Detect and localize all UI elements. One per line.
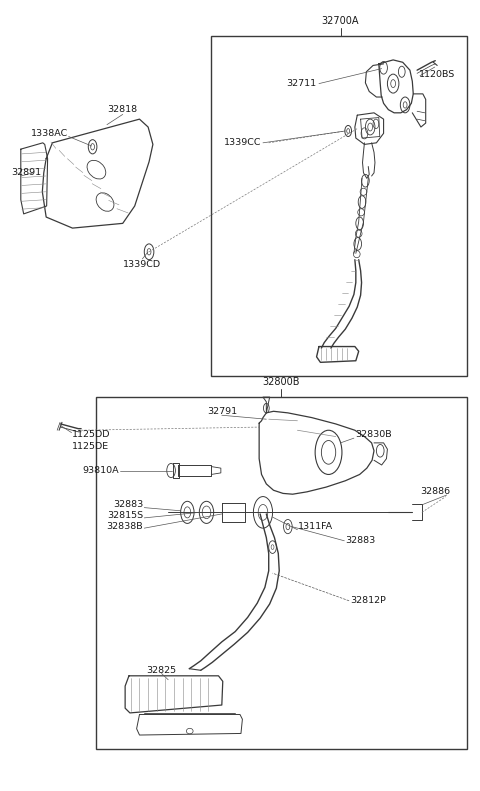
Text: 32838B: 32838B <box>107 522 144 531</box>
Text: 1311FA: 1311FA <box>299 522 334 531</box>
Text: 1125DD: 1125DD <box>72 430 110 440</box>
Text: 1338AC: 1338AC <box>30 129 68 138</box>
Text: 32791: 32791 <box>207 407 237 416</box>
Text: 32883: 32883 <box>113 500 144 509</box>
Text: 32812P: 32812P <box>350 596 386 605</box>
Text: 32883: 32883 <box>345 536 375 545</box>
Text: 32815S: 32815S <box>107 511 144 520</box>
Text: 32886: 32886 <box>420 487 451 496</box>
Bar <box>211 36 468 376</box>
Bar <box>96 397 468 749</box>
Text: 32830B: 32830B <box>355 430 392 440</box>
Text: 32800B: 32800B <box>262 377 300 387</box>
Text: 1125DE: 1125DE <box>72 442 108 452</box>
Text: 32700A: 32700A <box>322 17 359 26</box>
Text: 32818: 32818 <box>108 105 138 114</box>
Text: 32711: 32711 <box>287 79 317 88</box>
Text: 1339CC: 1339CC <box>224 138 262 147</box>
Text: 1339CD: 1339CD <box>123 260 161 269</box>
Text: 32825: 32825 <box>146 666 177 675</box>
Text: 1120BS: 1120BS <box>419 70 456 79</box>
Text: 93810A: 93810A <box>83 466 120 475</box>
Text: 32891: 32891 <box>11 168 41 177</box>
